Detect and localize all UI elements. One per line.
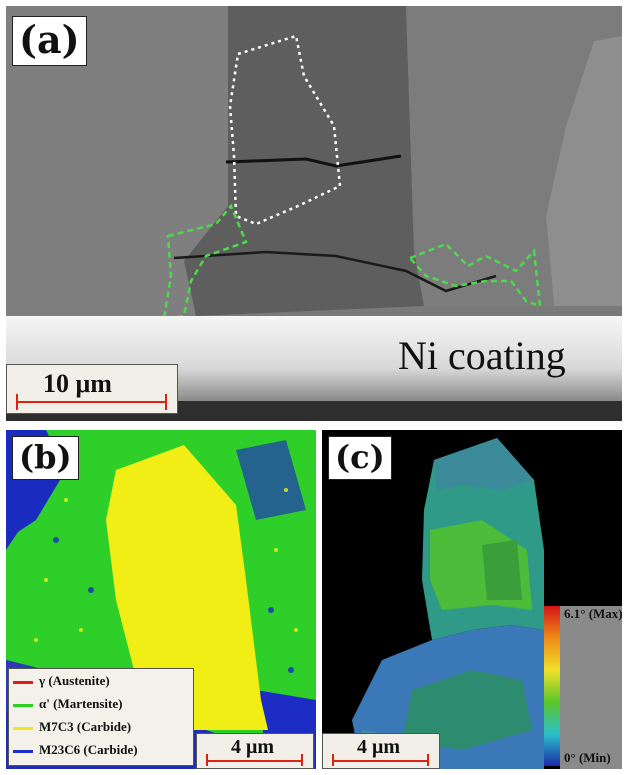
panel-b-phase-map: (b) γ (Austenite) α' (Martensite) M7C3 (… [6, 430, 316, 769]
scale-bar-b: 4 μm [196, 733, 314, 769]
scale-bar-a-line [17, 401, 167, 403]
legend-text-martensite: α' (Martensite) [39, 696, 123, 711]
scale-bar-c-tick-right [427, 754, 429, 766]
scale-bar-c-text: 4 μm [357, 736, 400, 758]
legend-swatch-martensite [13, 704, 33, 707]
scale-bar-a: 10 μm [6, 364, 178, 414]
scale-bar-a-tick-right [165, 394, 167, 410]
panel-a-sem-image: (a) Ni coating 10 μm [6, 6, 622, 421]
scale-bar-c-tick-left [332, 754, 334, 766]
scale-bar-b-tick-left [206, 754, 208, 766]
panel-c-label: (c) [328, 436, 392, 480]
phase-legend: γ (Austenite) α' (Martensite) M7C3 (Carb… [8, 668, 194, 766]
scale-bar-a-text: 10 μm [43, 369, 112, 398]
colorbar [544, 606, 560, 766]
scale-bar-c-line [333, 760, 429, 762]
legend-swatch-m23c6 [13, 750, 33, 753]
legend-item-martensite: α' (Martensite) [13, 694, 193, 716]
legend-item-austenite: γ (Austenite) [13, 671, 193, 693]
colorbar-min-label: 0° (Min) [564, 750, 611, 765]
ni-coating-label: Ni coating [398, 333, 566, 378]
scale-bar-b-text: 4 μm [231, 736, 274, 758]
legend-swatch-austenite [13, 681, 33, 684]
legend-text-m7c3: M7C3 (Carbide) [39, 719, 132, 734]
scale-bar-b-tick-right [301, 754, 303, 766]
colorbar-background [560, 606, 622, 769]
legend-item-m23c6: M23C6 (Carbide) [13, 740, 193, 762]
misorientation-image [322, 430, 622, 769]
panel-c-misorientation-map: (c) 6.1° (Max) 0° (Min) 4 μm [322, 430, 622, 769]
legend-swatch-m7c3 [13, 727, 33, 730]
sem-micrograph [6, 6, 622, 421]
panel-b-label: (b) [12, 436, 79, 480]
legend-text-m23c6: M23C6 (Carbide) [39, 742, 138, 757]
colorbar-max-label: 6.1° (Max) [564, 606, 622, 621]
legend-item-m7c3: M7C3 (Carbide) [13, 717, 193, 739]
scale-bar-c: 4 μm [322, 733, 440, 769]
scale-bar-b-line [207, 760, 303, 762]
panel-a-label: (a) [12, 16, 87, 66]
scale-bar-a-tick-left [16, 394, 18, 410]
legend-text-austenite: γ (Austenite) [39, 673, 110, 688]
